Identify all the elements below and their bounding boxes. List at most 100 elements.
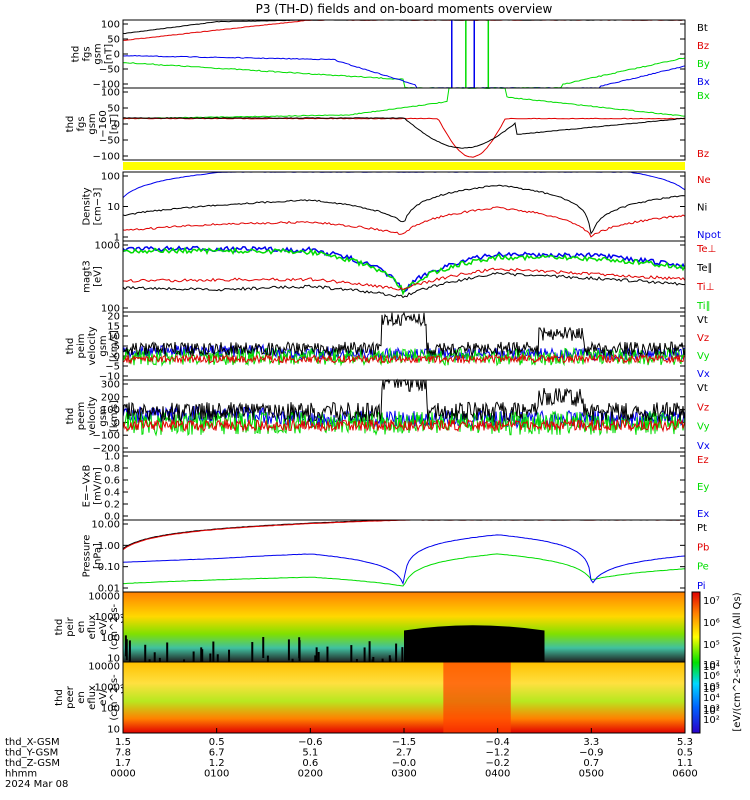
series-line-By xyxy=(122,57,686,89)
yellow-status-bar xyxy=(123,162,685,170)
y-tick-label: 100 xyxy=(101,172,120,183)
y-tick-label: −50 xyxy=(99,136,120,147)
y-label-fgs: fgs xyxy=(82,46,93,61)
colorbar-tick-label: 10⁴ xyxy=(703,693,720,704)
legend-density-Npot: Npot xyxy=(697,230,721,241)
series-line-Vz xyxy=(122,417,686,433)
plot-area-pressure xyxy=(122,519,686,587)
colorbar-tick-label: 10⁵ xyxy=(703,682,720,693)
panel-pressure: Pressure [nPa] 10.00 1.00 0.10 0.01 Pt Pb Pe Pi xyxy=(82,519,709,595)
ion-spectrogram-noise xyxy=(363,647,366,669)
x-tick-label: 0300 xyxy=(391,769,416,780)
legend-peem-Vx: Vx xyxy=(697,441,710,452)
series-line-Ti-perp xyxy=(123,267,686,291)
y-label-fgs-dsl: thd xyxy=(65,116,76,133)
ion-spectrogram-noise xyxy=(251,642,254,664)
x-tick-label: 0.5 xyxy=(209,737,225,748)
colorbar-tick-label: 10⁴ xyxy=(703,662,720,673)
y-label-peir: eV/ xyxy=(98,618,109,635)
y-label-peir: eflux xyxy=(87,615,98,640)
legend-density-Ne: Ne xyxy=(697,175,711,186)
legend-temp-Te∥: Te∥ xyxy=(696,263,713,274)
y-label-fgs-dsl: gsm xyxy=(87,113,98,134)
panel-frame xyxy=(122,87,686,161)
y-tick-label: 100 xyxy=(101,633,120,644)
x-tick-label: −0.0 xyxy=(392,758,416,769)
y-tick-label: −100 xyxy=(93,431,120,442)
y-label-pressure: [nPa] xyxy=(93,543,104,569)
ion-spectrogram-noise xyxy=(401,647,404,669)
y-tick-label: 10000 xyxy=(88,592,120,603)
plot-area-peem xyxy=(122,378,686,437)
series-line-Vz xyxy=(122,352,686,365)
y-label-fgs: thd xyxy=(71,46,82,63)
y-tick-label: 1000 xyxy=(95,683,120,694)
colorbar-tick-label: 10³ xyxy=(703,704,720,715)
legend-efield-Ez: Ez xyxy=(697,455,709,466)
x-tick-label: 0.5 xyxy=(677,748,693,759)
series-line-Ne xyxy=(122,206,686,238)
ion-spectrogram-low-region xyxy=(404,625,545,662)
series-line-Ti-par xyxy=(122,246,686,296)
ion-spectrogram-noise xyxy=(287,639,290,661)
series-line-Vt xyxy=(122,311,686,358)
y-tick-label: 10 xyxy=(107,654,120,665)
x-tick-label: 0.6 xyxy=(302,758,318,769)
x-row-label: thd_Y-GSM xyxy=(5,748,58,759)
y-tick-label: 1000 xyxy=(95,241,120,252)
y-tick-label: 0 xyxy=(114,50,120,61)
x-tick-label: 0.7 xyxy=(583,758,599,769)
legend-density-Ni: Ni xyxy=(697,203,707,214)
ion-spectrogram-noise xyxy=(368,641,371,663)
x-tick-label: −1.5 xyxy=(392,737,416,748)
y-label-peim: [km/s] xyxy=(109,330,120,362)
y-label-temp: [eV] xyxy=(93,266,104,287)
ion-spectrogram-noise xyxy=(315,647,318,669)
plot-area-density xyxy=(122,171,686,238)
legend-fgs-By: By xyxy=(697,59,710,70)
legend-fgs-Bx: Bx xyxy=(697,77,710,88)
x-tick-label: 3.3 xyxy=(583,737,599,748)
ion-spectrogram-noise xyxy=(201,649,204,671)
y-label-fgs-dsl: [nT] xyxy=(109,114,120,134)
y-label-peer: peer xyxy=(65,685,76,709)
y-tick-label: 0 xyxy=(114,120,120,131)
plot-area-fgs xyxy=(122,19,686,89)
x-row-label: thd_X-GSM xyxy=(5,737,60,748)
y-tick-label: 0.01 xyxy=(98,584,120,595)
plot-area-peer xyxy=(123,662,685,733)
legend-peim-Vy: Vy xyxy=(697,351,710,362)
y-label-peim: thd xyxy=(65,338,76,355)
y-label-peer: eflux xyxy=(87,685,98,710)
legend-fgs-dsl-Bx: Bx xyxy=(697,91,710,102)
y-label-peem: velocity xyxy=(87,396,98,435)
y-label-peer: eV/ xyxy=(98,689,109,706)
x-tick-label: 2.7 xyxy=(396,748,412,759)
ion-spectrogram-noise xyxy=(166,642,169,664)
ion-spectrogram-noise xyxy=(144,644,147,666)
x-tick-label: 5.3 xyxy=(677,737,693,748)
y-tick-label: 100 xyxy=(101,20,120,31)
x-tick-label: −0.9 xyxy=(579,748,603,759)
panel-fgs-dsl: thd fgs gsm −160 [nT] 100 50 0 −50 −100 Bx Bz xyxy=(65,87,710,163)
series-line-Te-perp xyxy=(122,272,686,299)
colorbar-tick-label: 10⁵ xyxy=(703,640,720,651)
y-label-fgs-dsl: −160 xyxy=(98,110,109,137)
panel-fgs: thd fgs gsm [nT] 100 50 0 −50 −100 Bt Bz By Bx xyxy=(71,19,710,91)
colorbar-label: [eV/(cm^2-s-sr-eV)] (All Qs) xyxy=(732,592,743,731)
legend-fgs-Bt: Bt xyxy=(697,23,708,34)
x-tick-label: 1.2 xyxy=(209,758,225,769)
colorbar-tick-label: 10³ xyxy=(703,684,720,695)
x-tick-label: 0100 xyxy=(204,769,229,780)
y-label-fgs: [nT] xyxy=(104,44,115,64)
colorbar-tick-label: 10⁷ xyxy=(703,596,720,607)
series-line-Ni xyxy=(122,184,686,235)
y-label-density: Density xyxy=(82,187,93,225)
x-tick-label: −0.6 xyxy=(298,737,322,748)
y-tick-label: 0.2 xyxy=(104,500,120,511)
y-tick-label: 0.6 xyxy=(104,476,120,487)
y-tick-label: 10 xyxy=(107,202,120,213)
panel-temp: magt3 [eV] 1000 100 Te⊥ Te∥ Ti⊥ Ti∥ xyxy=(82,240,716,315)
y-label-peem: peem xyxy=(76,402,87,430)
